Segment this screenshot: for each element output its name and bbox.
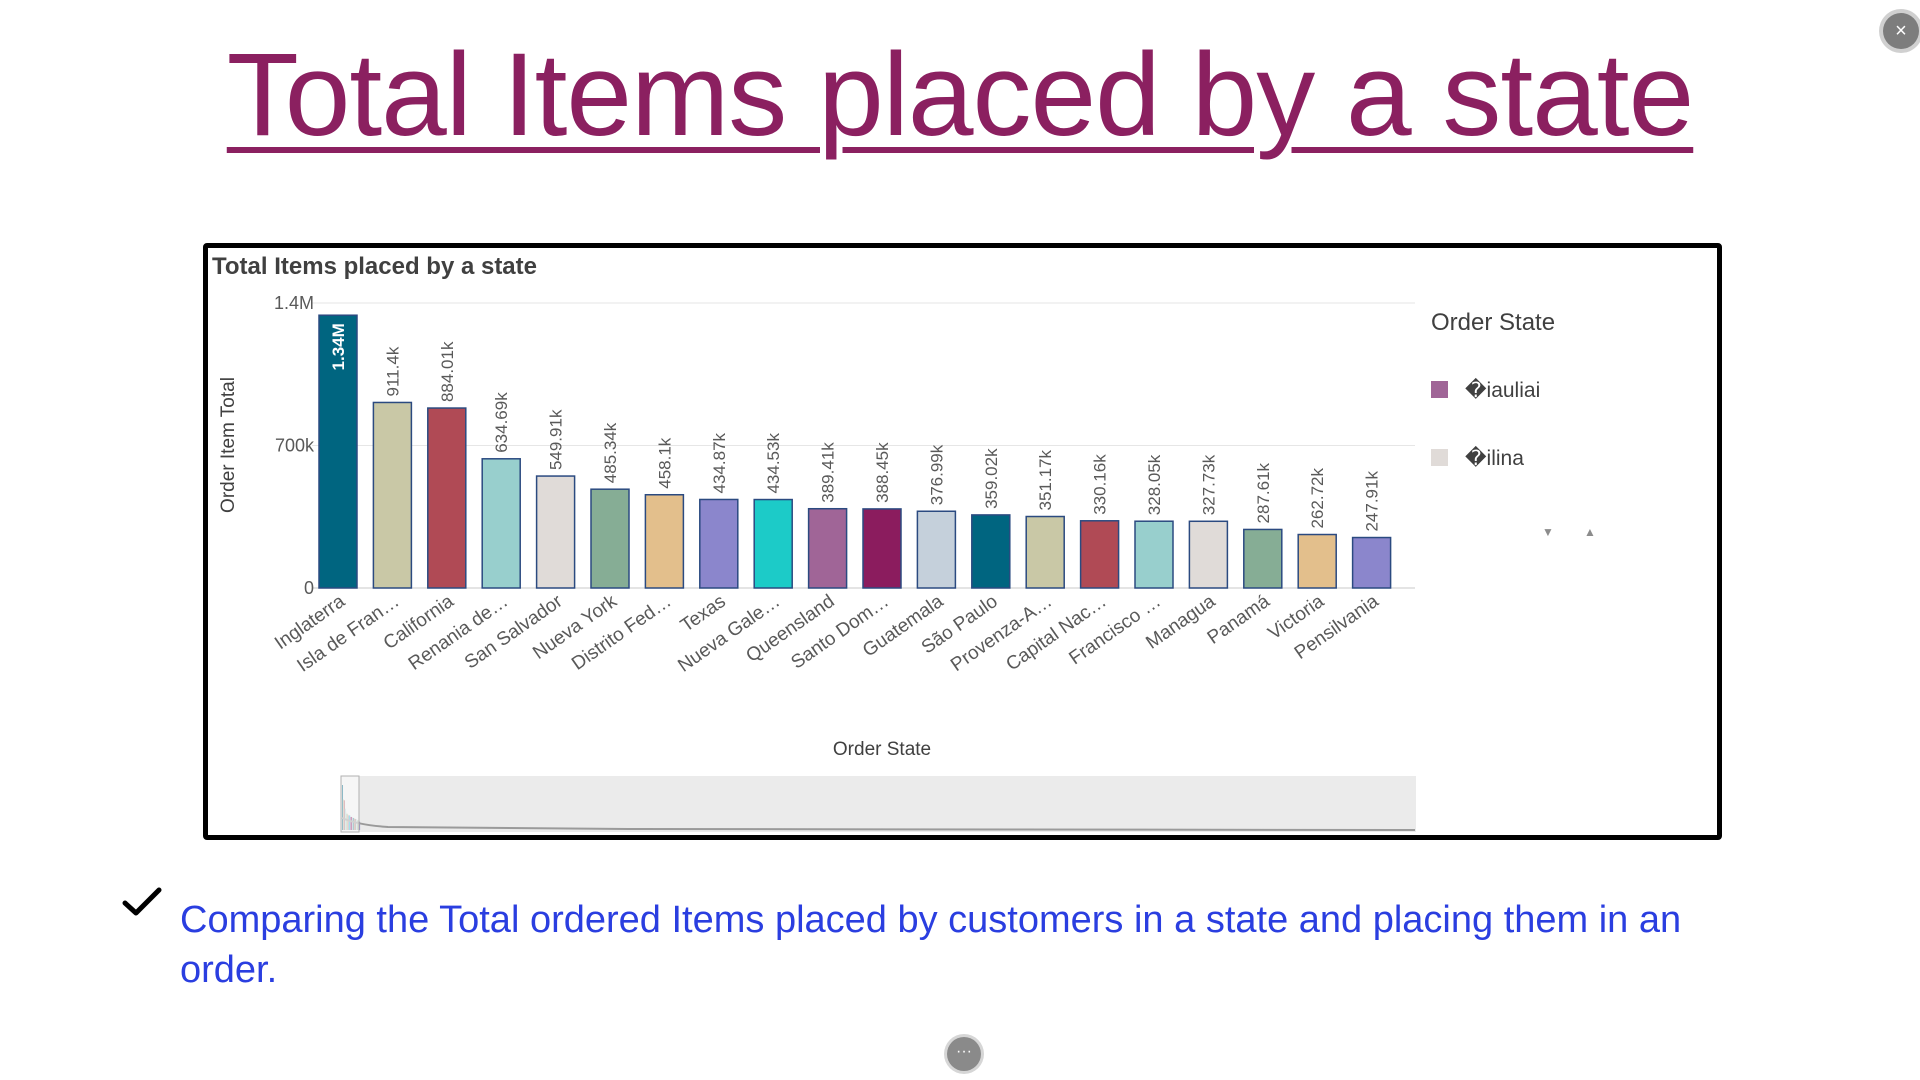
- chart-title: Total Items placed by a state: [212, 253, 537, 280]
- bar-value-label: 328.05k: [1145, 454, 1164, 515]
- x-tick-label: Panamá: [1204, 591, 1274, 649]
- close-icon: ×: [1895, 20, 1907, 42]
- caption-text: Comparing the Total ordered Items placed…: [180, 899, 1682, 991]
- bar-value-label: 434.87k: [710, 432, 729, 493]
- bar-value-label: 327.73k: [1199, 454, 1218, 515]
- bar: [699, 498, 739, 589]
- bar-value-label: 388.45k: [873, 442, 892, 503]
- bar-value-label: 247.91k: [1363, 471, 1382, 532]
- legend-item-label: �iauliai: [1465, 377, 1540, 402]
- bar-value-label: 458.1k: [655, 437, 674, 489]
- chart-container[interactable]: Total Items placed by a state 0 700k 1.4M Or…: [203, 243, 1722, 840]
- legend-scroll-down-icon[interactable]: ▼: [1542, 525, 1554, 539]
- bar-value-label: 911.4k: [383, 346, 402, 396]
- bar: [1351, 536, 1392, 589]
- bar-value-label: 634.69k: [492, 392, 511, 453]
- x-axis-title: Order State: [833, 739, 931, 760]
- bar-value-label: 359.02k: [982, 448, 1001, 509]
- bar-value-label: 1.34M: [329, 323, 348, 370]
- bar-value-label: 434.53k: [764, 433, 783, 494]
- bar-value-label: 287.61k: [1254, 462, 1273, 523]
- bar-value-label: 485.34k: [601, 422, 620, 483]
- mini-chart-selection-handle[interactable]: [340, 775, 360, 833]
- bar-value-label: 351.17k: [1036, 450, 1055, 511]
- mini-chart-track[interactable]: [341, 776, 1416, 832]
- bar-value-label: 330.16k: [1091, 454, 1110, 515]
- bar: [481, 458, 521, 589]
- mini-chart-bar: [359, 821, 361, 830]
- bar-value-label: 549.91k: [547, 409, 566, 470]
- bar: [535, 475, 576, 589]
- bar: [372, 401, 413, 589]
- bar: [916, 510, 957, 589]
- bar: [590, 488, 630, 589]
- bar-value-label: 376.99k: [927, 444, 946, 505]
- bar: [807, 507, 848, 589]
- legend-swatch: [1431, 381, 1448, 398]
- legend-swatch: [1431, 449, 1448, 466]
- bar: [1243, 528, 1283, 589]
- slide-title: Total Items placed by a state: [226, 29, 1694, 161]
- y-tick-label: 0: [304, 578, 314, 598]
- bar: [427, 407, 467, 589]
- more-options-button[interactable]: ···: [947, 1037, 981, 1071]
- more-icon: ···: [956, 1043, 972, 1060]
- y-axis-title: Order Item Total: [218, 377, 239, 513]
- bar: [318, 314, 358, 589]
- bar-value-label: 389.41k: [819, 442, 838, 503]
- legend-scroll-up-icon[interactable]: ▲: [1584, 525, 1596, 539]
- bar-chart: Total Items placed by a state 0 700k 1.4M Or…: [212, 253, 1596, 833]
- y-tick-label: 700k: [275, 436, 315, 456]
- bar: [753, 498, 793, 589]
- bar: [1297, 533, 1337, 589]
- bar: [1025, 515, 1065, 589]
- bar-value-label: 884.01k: [438, 341, 457, 402]
- bar: [1188, 520, 1229, 589]
- bar: [1134, 520, 1174, 589]
- bar: [1079, 520, 1120, 589]
- bar: [644, 493, 685, 589]
- y-tick-label: 1.4M: [274, 293, 314, 313]
- bar: [971, 514, 1011, 589]
- legend-title: Order State: [1431, 309, 1555, 336]
- bar-value-label: 262.72k: [1308, 468, 1327, 529]
- bar: [862, 508, 902, 589]
- checkmark-icon: [122, 887, 162, 916]
- close-button[interactable]: ×: [1883, 13, 1919, 49]
- legend-item-label: �ilina: [1465, 445, 1524, 470]
